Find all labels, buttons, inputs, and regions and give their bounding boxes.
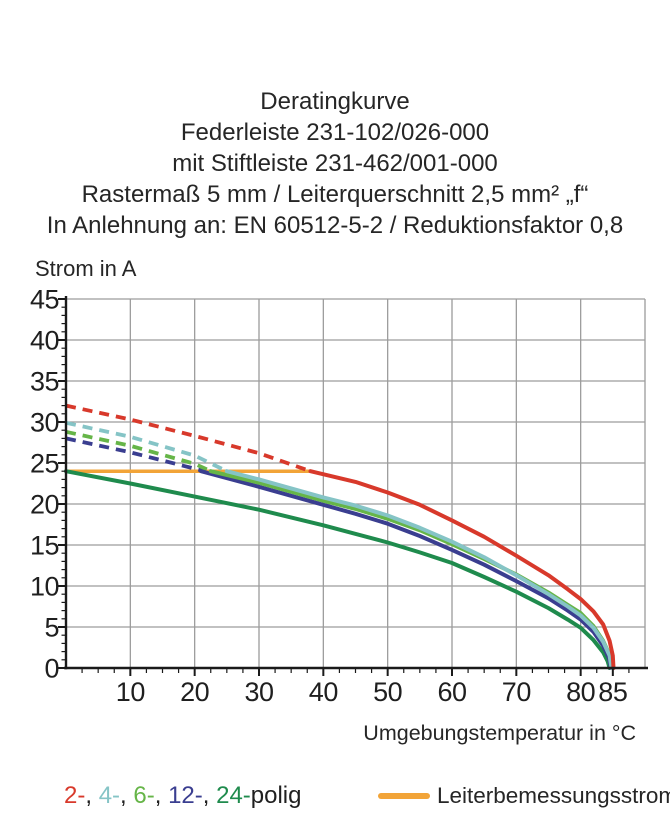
legend-pole-part: 6- <box>133 782 155 809</box>
legend-pole-counts: 2-, 4-, 6-, 12-, 24-polig <box>64 782 302 810</box>
rated-current-line-swatch <box>378 793 430 799</box>
rated-current-label: Leiterbemessungsstrom <box>437 783 670 808</box>
y-tick-label: 20 <box>30 490 59 520</box>
legend-pole-part: , <box>120 782 134 809</box>
x-tick-label: 30 <box>244 677 273 707</box>
legend-pole-part: 24- <box>216 782 251 809</box>
title-line-2: Federleiste 231-102/026-000 <box>180 119 490 146</box>
x-tick-label: 85 <box>598 677 627 707</box>
curve-4-polig-oberhalb-leiterbemessungsstrom- <box>65 420 228 473</box>
title-line-5: In Anlehnung an: EN 60512-5-2 / Reduktio… <box>46 212 624 239</box>
legend-pole-part: , <box>154 782 169 809</box>
curve-24-polig <box>64 469 612 670</box>
y-tick-label: 45 <box>30 285 59 315</box>
curve-12-polig-oberhalb-leiterbemessungsstrom- <box>65 436 205 474</box>
y-tick-label: 10 <box>30 572 59 602</box>
legend-pole-part: , <box>85 782 99 809</box>
x-tick-label: 80 <box>566 677 595 707</box>
legend-rated-current: Leiterbemessungsstrom <box>378 782 670 810</box>
y-tick-label: 30 <box>30 408 59 438</box>
curve-6-polig-oberhalb-leiterbemessungsstrom- <box>65 429 212 473</box>
legend-pole-part: polig <box>250 782 302 809</box>
y-tick-label: 25 <box>30 449 59 479</box>
y-tick-label: 0 <box>44 654 59 684</box>
y-tick-label: 5 <box>44 613 59 643</box>
legend-pole-part: 2- <box>64 782 86 809</box>
title-line-1: Deratingkurve <box>260 88 410 115</box>
chart-title-block: Deratingkurve Federleiste 231-102/026-00… <box>5 86 665 241</box>
legend-pole-part: , <box>202 782 217 809</box>
x-tick-label: 60 <box>437 677 466 707</box>
y-tick-label: 40 <box>30 326 59 356</box>
y-tick-label: 35 <box>30 367 59 397</box>
title-line-3: mit Stiftleiste 231-462/001-000 <box>172 150 498 177</box>
y-axis-title: Strom in A <box>35 256 137 281</box>
x-axis-title: Umgebungstemperatur in °C <box>363 721 636 745</box>
x-tick-label: 40 <box>309 677 338 707</box>
curve-4-polig <box>224 469 614 670</box>
x-tick-label: 10 <box>116 677 145 707</box>
curve-12-polig <box>199 469 613 670</box>
curve-2-polig <box>308 469 616 670</box>
legend-pole-part: 12- <box>168 782 203 809</box>
curve-2-polig-oberhalb-leiterbemessungsstrom- <box>65 403 312 473</box>
legend-pole-part: 4- <box>98 782 121 809</box>
x-tick-label: 20 <box>180 677 209 707</box>
title-line-4: Rastermaß 5 mm / Leiterquerschnitt 2,5 m… <box>81 181 589 208</box>
y-tick-label: 15 <box>30 531 59 561</box>
x-tick-label: 70 <box>502 677 531 707</box>
x-tick-label: 50 <box>373 677 402 707</box>
